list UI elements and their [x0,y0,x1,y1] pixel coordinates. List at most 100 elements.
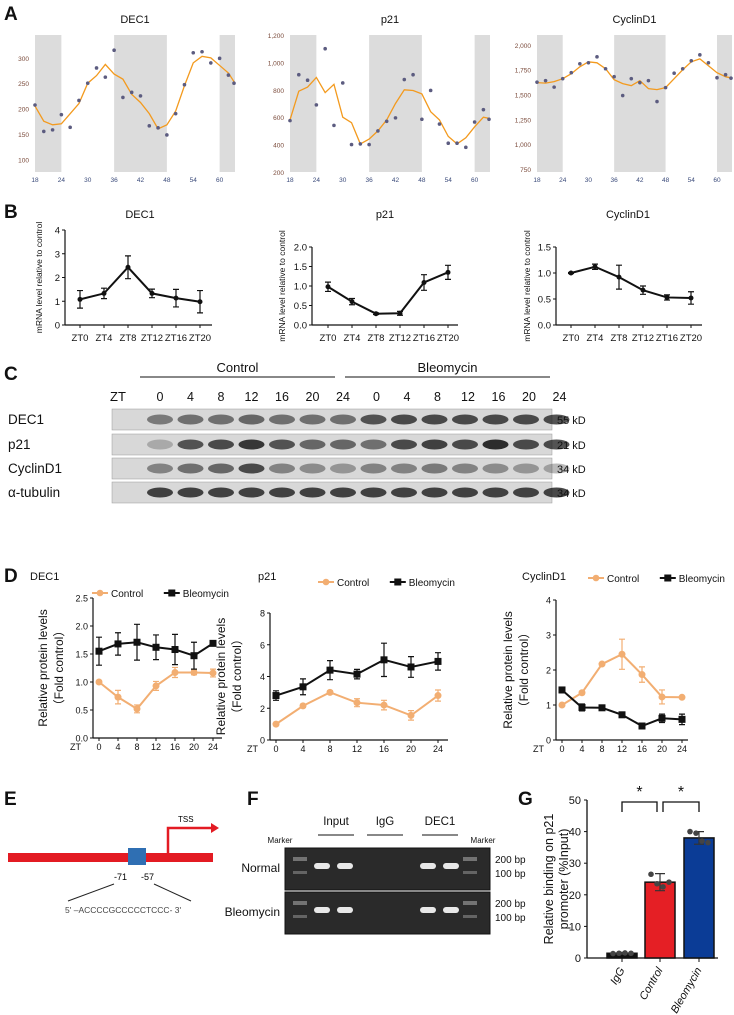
chart-title: p21 [376,209,394,221]
x-tick-label: 48 [662,177,670,184]
data-point [288,118,292,123]
y-tick-label: 0.0 [294,321,307,332]
binding-site-box [128,848,146,865]
y-tick-label: 100 [18,157,29,164]
replicate-point [648,871,654,878]
y-tick-label: 50 [569,795,581,807]
protein-band [330,487,356,498]
protein-band [513,487,539,498]
replicate-point [687,828,693,835]
data-point [314,103,319,107]
y-tick-label: 1.0 [75,678,88,688]
replicate-point [628,950,634,957]
chart-title: CyclinD1 [612,14,656,26]
x-tick-label: 20 [189,742,199,752]
data-point [94,66,99,70]
molecular-weight-label: 34 kD [557,488,586,500]
protein-band [421,487,448,498]
blot-row-label: DEC1 [8,412,44,427]
y-tick-label: 1.0 [538,269,551,280]
data-point [715,75,719,80]
data-point [706,60,711,65]
bp-label: 100 bp [495,869,526,880]
protein-band [421,439,448,450]
x-tick-label: 16 [379,744,389,754]
dna-band [420,907,436,913]
data-point [332,123,336,128]
protein-band [360,414,387,425]
y-tick-label: 4 [260,672,265,682]
data-marker [95,678,103,686]
y-tick-label: 1,200 [268,33,285,40]
data-point [569,70,574,75]
binding-sequence: 5' –ACCCCGCCCCCTCCC- 3' [65,905,181,915]
data-point [595,55,599,59]
data-marker [598,660,606,668]
bp-label: 200 bp [495,855,526,866]
x-tick-label: 0 [96,742,101,752]
y-tick-label: 0.0 [538,321,551,332]
lane-label: 16 [492,390,506,404]
y-axis-label: （Fold control） [52,625,66,712]
x-tick-label: 60 [471,177,479,184]
x-tick-label: 12 [617,744,627,754]
significance-star: * [636,784,642,801]
marker-band [463,871,477,874]
panel-label-d: D [4,566,18,587]
data-marker [272,692,280,700]
data-marker [77,296,83,302]
data-point [226,73,231,77]
series-control [272,688,442,728]
lane-label: 24 [553,390,567,404]
protein-band [299,414,326,425]
data-point [620,93,625,98]
x-tick-label: 8 [599,744,604,754]
data-point [103,75,108,79]
dna-band [314,907,330,913]
protein-band [330,463,356,474]
x-tick-label: ZT20 [437,333,459,344]
data-marker [578,703,586,711]
data-marker [664,294,670,300]
data-point [200,49,204,54]
y-tick-label: 750 [520,167,531,174]
protein-band [330,414,356,425]
x-tick-label: ZT20 [680,333,702,344]
panel-label-f: F [247,789,259,810]
replicate-point [699,838,705,844]
data-marker [558,701,566,709]
data-point [77,98,81,103]
series-line [327,271,449,315]
data-point [420,117,424,122]
lane-label: 4 [404,390,411,404]
x-prefix-label: ZT [70,742,81,752]
x-tick-label: 54 [190,177,198,184]
x-tick-label: ZT12 [141,333,163,344]
marker-band [293,857,307,861]
y-tick-label: 300 [18,56,29,63]
data-marker [592,264,598,270]
chart-b-p21: 0.0 0.5 1.0 1.5 2.0 ZT0 ZT4 ZT8 ZT12 ZT16 ZT20 mRNA… [277,209,459,344]
lane-label: 0 [157,390,164,404]
protein-band [238,439,265,450]
data-point [296,72,301,77]
panel-label-e: E [4,789,17,810]
data-marker [407,663,415,671]
y-tick-label: 6 [260,640,265,650]
x-tick-label: ZT0 [72,333,89,344]
y-tick-label: 1,250 [515,117,532,124]
marker-label-right: Marker [471,836,496,845]
data-marker [373,311,379,317]
data-point [340,81,345,85]
data-marker [95,647,103,655]
protein-band [391,439,417,450]
data-marker [678,715,686,723]
gel-image [284,847,491,891]
x-tick-label: 60 [216,177,224,184]
marker-band [293,871,307,874]
blot-strip [111,457,553,480]
protein-band [360,439,387,450]
data-point [384,119,389,124]
